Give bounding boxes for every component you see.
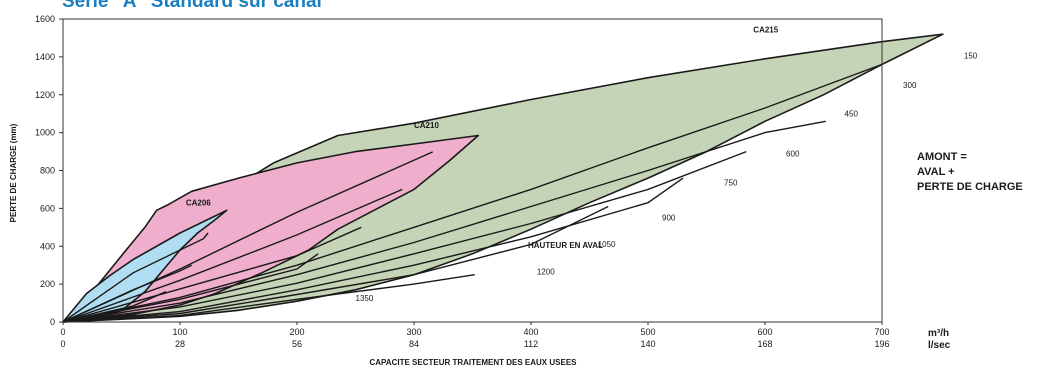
chart-title: Serie "A" Standard sur canal (62, 0, 322, 12)
x2-tick-label: 168 (757, 339, 772, 349)
amont-note-line-1: AMONT = (917, 151, 967, 163)
y-axis-label: PERTE DE CHARGE (mm) (9, 123, 18, 222)
curve-ca215-1 (62, 63, 883, 323)
curve-ca206-2 (62, 264, 193, 323)
x-tick-label: 100 (172, 327, 187, 337)
curve-ca215-3 (62, 150, 747, 323)
x-unit-label: m³/h (928, 328, 949, 339)
x-axis-label: CAPACITE SECTEUR TRAITEMENT DES EAUX USE… (370, 358, 578, 367)
x2-tick-label: 56 (292, 339, 302, 349)
curve-ca206-3 (62, 291, 167, 323)
x-tick-label: 400 (523, 327, 538, 337)
curve-ca210-3 (62, 226, 362, 323)
amont-note-line-2: AVAL + (917, 166, 955, 178)
axes-layer: 0200400600800100012001400160000100282005… (35, 14, 890, 349)
x2-tick-label: 196 (874, 339, 889, 349)
curve-ca215-6 (62, 274, 475, 323)
hauteur-value-label: 1350 (356, 294, 374, 303)
y-tick-label: 1000 (35, 128, 55, 138)
y-tick-label: 800 (40, 166, 55, 176)
x-tick-label: 700 (874, 327, 889, 337)
x2-tick-label: 28 (175, 339, 185, 349)
x2-unit-label: l/sec (928, 340, 951, 351)
hauteur-value-label: 150 (964, 51, 978, 60)
model-label-ca215: CA215 (753, 25, 778, 34)
y-tick-label: 400 (40, 241, 55, 251)
model-label-ca206: CA206 (186, 199, 211, 208)
hauteur-value-label: 600 (786, 149, 800, 158)
y-tick-label: 1200 (35, 90, 55, 100)
model-label-ca210: CA210 (414, 121, 439, 130)
curve-ca215-5 (62, 205, 609, 323)
curve-ca206-1 (62, 232, 209, 323)
x-tick-label: 0 (60, 327, 65, 337)
y-tick-label: 1600 (35, 14, 55, 24)
hauteur-value-label: 450 (845, 110, 859, 119)
x2-tick-label: 84 (409, 339, 419, 349)
hauteur-value-label: 300 (903, 81, 917, 90)
hauteur-value-label: 1200 (537, 268, 555, 277)
x2-tick-label: 0 (60, 339, 65, 349)
regions-layer (62, 33, 944, 323)
amont-note-line-3: PERTE DE CHARGE (917, 181, 1023, 193)
hauteur-value-label: 900 (662, 214, 676, 223)
hauteur-en-aval-label: HAUTEUR EN AVAL (528, 241, 603, 250)
x-tick-label: 200 (289, 327, 304, 337)
x-tick-label: 600 (757, 327, 772, 337)
x-tick-label: 500 (640, 327, 655, 337)
hauteur-value-label: 750 (724, 179, 738, 188)
x-tick-label: 300 (406, 327, 421, 337)
curve-ca215-4 (62, 177, 684, 323)
y-tick-label: 1400 (35, 52, 55, 62)
x2-tick-label: 140 (640, 339, 655, 349)
hauteur-value-label: 1050 (598, 240, 616, 249)
y-tick-label: 0 (50, 317, 55, 327)
curves-layer (62, 63, 883, 323)
x2-tick-label: 112 (524, 339, 538, 349)
y-tick-label: 200 (40, 279, 55, 289)
labels-layer: 150 300 450 600 750 900 1050 1200 1350 CA206 CA210… (186, 25, 978, 303)
y-tick-label: 600 (40, 203, 55, 213)
curve-ca215-2 (62, 120, 826, 323)
curve-ca210-4 (62, 253, 319, 323)
curve-ca210-2 (62, 188, 403, 323)
